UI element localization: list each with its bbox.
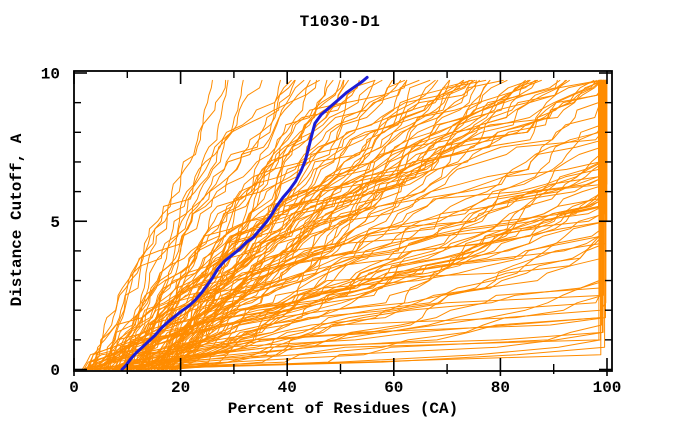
x-tick-label: 80 — [491, 379, 510, 397]
model-curve — [171, 79, 474, 370]
chart-title: T1030-D1 — [299, 13, 381, 31]
x-tick-label: 40 — [278, 379, 297, 397]
model-curve — [116, 79, 603, 370]
model-curve — [116, 79, 606, 370]
model-curve — [137, 79, 305, 370]
model-curve — [87, 79, 311, 370]
model-curve — [161, 79, 491, 370]
model-curve — [104, 79, 604, 370]
model-curve — [100, 79, 600, 370]
model-curve — [95, 79, 408, 370]
x-tick-label: 0 — [69, 379, 79, 397]
model-curve — [106, 79, 595, 370]
model-curve — [171, 79, 604, 370]
model-curve — [179, 79, 601, 370]
x-tick-label: 20 — [171, 379, 190, 397]
model-curve — [138, 79, 603, 370]
model-curve — [82, 79, 344, 370]
model-curve — [89, 79, 561, 370]
model-curve — [119, 79, 383, 370]
model-curve — [118, 79, 263, 370]
model-curve — [159, 79, 602, 370]
x-axis-label: Percent of Residues (CA) — [227, 400, 459, 418]
highlighted-model-curve — [120, 75, 369, 371]
model-curve — [137, 79, 602, 370]
model-curve — [102, 79, 537, 370]
y-tick-label: 0 — [50, 362, 60, 380]
model-curve — [123, 79, 213, 370]
model-curve — [111, 79, 607, 370]
model-curve — [163, 79, 328, 370]
model-curve — [125, 79, 464, 370]
model-curve — [158, 79, 473, 370]
y-tick-label: 10 — [41, 66, 60, 84]
model-curve — [138, 79, 606, 370]
model-curve — [145, 79, 601, 370]
model-curve — [107, 79, 281, 370]
model-curve — [140, 79, 605, 370]
model-curve — [127, 79, 296, 370]
model-curve — [113, 79, 420, 370]
model-curve — [158, 79, 451, 370]
x-tick-label: 100 — [593, 379, 622, 397]
model-curve — [130, 79, 465, 370]
model-curve — [115, 79, 295, 370]
model-curve — [91, 79, 608, 370]
model-curve — [149, 79, 529, 370]
model-curve — [131, 79, 526, 370]
y-tick-label: 5 — [50, 214, 60, 232]
model-curve — [107, 79, 227, 370]
model-curve — [124, 79, 317, 370]
model-curve — [108, 79, 480, 370]
model-curve — [81, 79, 531, 370]
model-curve — [162, 79, 600, 370]
model-curve — [141, 79, 360, 370]
x-tick-label: 60 — [384, 379, 403, 397]
model-curve — [126, 79, 602, 370]
